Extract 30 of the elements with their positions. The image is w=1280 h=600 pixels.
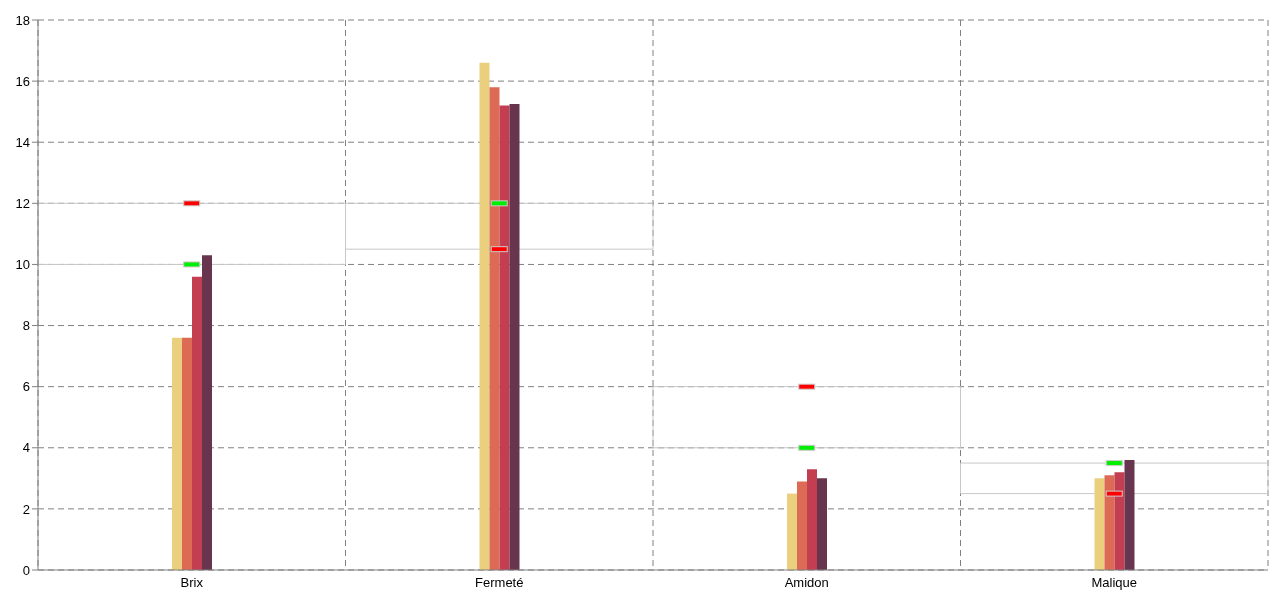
bar (489, 87, 500, 570)
y-tick-label: 16 (15, 73, 30, 89)
bar (797, 481, 807, 570)
bar (1094, 478, 1105, 570)
y-tick-label: 18 (15, 12, 30, 28)
x-tick-label: Brix (180, 575, 204, 591)
bar (787, 493, 797, 570)
y-tick-label: 10 (15, 257, 30, 273)
bar (499, 105, 510, 570)
y-tick-label: 8 (22, 318, 30, 334)
bar (172, 337, 182, 570)
bar (192, 276, 202, 570)
y-tick-label: 14 (15, 134, 30, 150)
bar (509, 104, 520, 570)
bar (202, 255, 212, 570)
x-tick-label: Amidon (784, 575, 829, 591)
bar (479, 62, 490, 570)
bar (1114, 472, 1125, 570)
x-tick-label: Malique (1091, 575, 1138, 591)
y-tick-label: 4 (22, 440, 30, 456)
bar (817, 478, 827, 570)
bar (807, 469, 817, 570)
x-tick-label: Fermeté (475, 575, 524, 591)
y-tick-label: 12 (15, 195, 30, 211)
bar (182, 337, 192, 570)
y-tick-label: 6 (22, 379, 30, 395)
y-tick-label: 0 (22, 562, 30, 578)
bar (1124, 460, 1135, 570)
bar (1104, 475, 1115, 570)
y-tick-label: 2 (22, 501, 30, 517)
